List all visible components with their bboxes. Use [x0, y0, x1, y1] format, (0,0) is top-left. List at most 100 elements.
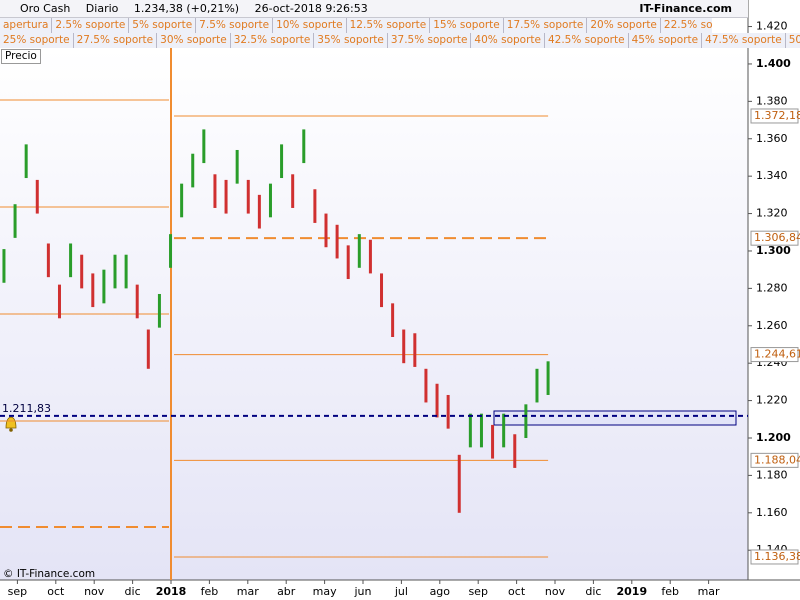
- price-bar: [35, 179, 39, 214]
- y-tick-label: 1.380: [756, 94, 788, 107]
- indicator-label: 47.5% soporte: [702, 33, 786, 48]
- indicator-label: apertura: [0, 18, 53, 33]
- y-tick-label: 1.160: [756, 506, 788, 519]
- price-bar: [157, 293, 161, 328]
- level-box: [750, 549, 799, 565]
- price-bar: [324, 213, 328, 248]
- indicator-label: 5% soporte: [129, 18, 197, 33]
- price-bar: [224, 179, 228, 214]
- price-bar: [124, 254, 128, 289]
- indicator-label: 37.5% soporte: [387, 33, 472, 48]
- alert-label: 1.211,83: [2, 402, 51, 415]
- level-label: 1.136,38: [754, 550, 800, 563]
- zone-box: [493, 410, 737, 426]
- price-bar: [368, 239, 372, 274]
- y-tick-label: 1.260: [756, 319, 788, 332]
- level-box: [750, 452, 799, 468]
- price-bar: [202, 129, 206, 164]
- y-tick-label: 1.220: [756, 394, 788, 407]
- y-tick-label: 1.200: [756, 431, 791, 444]
- indicator-label: 50% s: [785, 33, 800, 48]
- price-bar: [191, 153, 195, 188]
- bell-icon: [5, 416, 17, 432]
- indicator-row: apertura 2.5% soporte 5% soporte 7.5% sopor…: [0, 18, 712, 33]
- last-price: 1.234,38 (+0,21%): [133, 2, 240, 15]
- x-tick-label: dic: [585, 585, 601, 598]
- price-bar: [479, 413, 483, 448]
- y-tick-label: 1.180: [756, 468, 788, 481]
- x-tick-label: 2019: [616, 585, 647, 598]
- x-tick-label: sep: [468, 585, 487, 598]
- price-bar: [546, 361, 550, 395]
- header-bar: Oro Cash Diario 1.234,38 (+0,21%) 26-oct…: [0, 0, 748, 18]
- y-tick-label: 1.320: [756, 207, 788, 220]
- x-tick-label: jul: [394, 585, 408, 598]
- y-tick-label: 1.400: [756, 57, 791, 70]
- level-label: 1.244,61: [754, 348, 800, 361]
- axis-area: [748, 0, 800, 580]
- price-bar: [424, 368, 428, 403]
- indicator-label: 17.5% soporte: [503, 18, 588, 33]
- price-bar: [180, 183, 184, 218]
- price-bar: [524, 404, 528, 438]
- price-bar: [457, 454, 461, 513]
- indicator-label: 12.5% soporte: [346, 18, 431, 33]
- price-bar: [146, 329, 150, 369]
- y-tick-label: 1.340: [756, 169, 788, 182]
- price-bar: [46, 243, 50, 278]
- x-tick-label: feb: [661, 585, 679, 598]
- x-tick-label: nov: [545, 585, 566, 598]
- price-bar: [268, 183, 272, 218]
- indicator-row: 25% soporte 27.5% soporte 30% soporte 32.5%…: [0, 33, 800, 48]
- price-bar: [346, 245, 350, 280]
- indicator-label: 20% soporte: [587, 18, 661, 33]
- indicator-label: 22.5% soporte: [660, 18, 712, 33]
- level-label: 1.372,18: [754, 109, 800, 122]
- y-tick-label: 1.280: [756, 281, 788, 294]
- indicator-label: 45% soporte: [628, 33, 703, 48]
- period: Diario: [85, 2, 119, 15]
- x-tick-label: mar: [698, 585, 720, 598]
- x-tick-label: abr: [277, 585, 296, 598]
- price-bar: [291, 174, 295, 208]
- x-tick-label: sep: [8, 585, 27, 598]
- price-bar: [257, 194, 261, 229]
- indicator-label: 2.5% soporte: [52, 18, 130, 33]
- x-tick-label: jun: [354, 585, 372, 598]
- price-bar: [280, 144, 284, 179]
- indicator-label: 42.5% soporte: [544, 33, 629, 48]
- x-tick-label: oct: [47, 585, 65, 598]
- indicator-label: 15% soporte: [430, 18, 504, 33]
- price-bar: [102, 269, 106, 304]
- x-tick-label: feb: [201, 585, 219, 598]
- y-tick-label: 1.300: [756, 244, 791, 257]
- x-tick-label: ago: [430, 585, 451, 598]
- price-bar: [302, 129, 306, 164]
- indicator-label: 7.5% soporte: [196, 18, 274, 33]
- price-bar: [413, 333, 417, 367]
- price-bar: [57, 284, 61, 319]
- level-box: [750, 230, 799, 246]
- price-bar: [513, 434, 517, 468]
- level-box: [750, 108, 799, 124]
- indicator-label: 32.5% soporte: [230, 33, 315, 48]
- x-tick-label: nov: [84, 585, 105, 598]
- price-bar: [213, 174, 217, 208]
- indicator-label: 40% soporte: [471, 33, 545, 48]
- y-tick-label: 1.360: [756, 132, 788, 145]
- level-box: [750, 347, 799, 363]
- y-tick-label: 1.420: [756, 20, 788, 33]
- indicator-label: 35% soporte: [314, 33, 388, 48]
- price-bar: [2, 249, 6, 283]
- price-bar: [491, 424, 495, 459]
- price-bar: [468, 413, 472, 448]
- datetime: 26-oct-2018 9:26:53: [254, 2, 368, 15]
- price-bar: [380, 273, 384, 308]
- price-bar: [169, 234, 173, 268]
- price-bar: [113, 254, 117, 289]
- price-bar: [335, 224, 339, 259]
- price-bar: [13, 204, 17, 238]
- level-label: 1.188,04: [754, 453, 800, 466]
- footer: © IT-Finance.com: [3, 568, 96, 580]
